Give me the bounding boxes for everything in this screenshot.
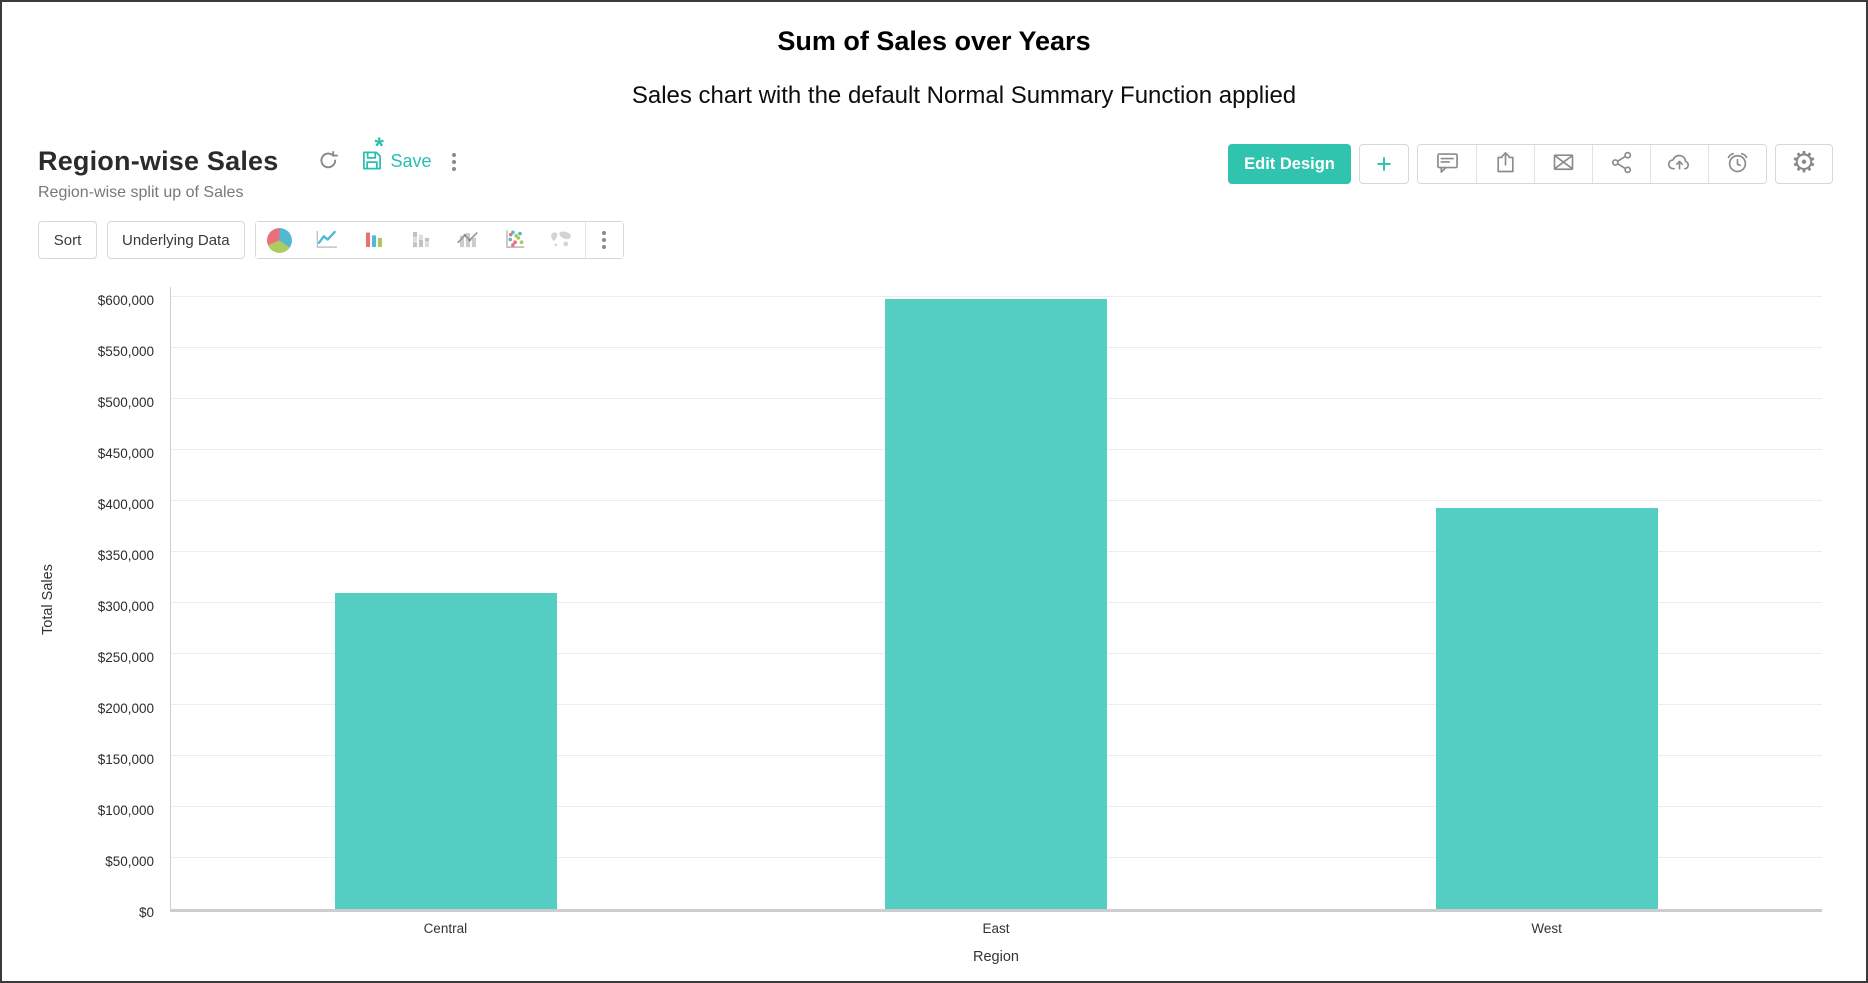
export-icon [1492,149,1519,179]
plot-area [170,287,1822,912]
bar-chart-type-button[interactable] [349,222,397,258]
report-header: Region-wise Sales * [38,135,456,202]
report-title: Region-wise Sales [38,146,279,176]
y-tick-label: $50,000 [105,854,154,869]
bar-slot-west [1272,287,1822,909]
page-subtitle: Sales chart with the default Normal Summ… [631,82,1297,109]
settings-button[interactable]: ⚙ [1775,144,1833,184]
x-axis-title: Region [973,949,1019,965]
scatter-plot-icon [501,226,527,255]
email-button[interactable] [1534,145,1592,183]
underlying-data-button[interactable]: Underlying Data [107,221,245,259]
schedule-button[interactable] [1708,145,1766,183]
header-actions: Edit Design + [1228,144,1833,184]
map-chart-icon [548,226,574,255]
alarm-clock-icon [1724,149,1751,179]
map-chart-type-button[interactable] [537,222,585,258]
x-axis-labels: Central East West [170,921,1822,936]
y-tick-label: $250,000 [97,650,154,665]
unsaved-star-icon: * [374,133,384,160]
page-title: Sum of Sales over Years [777,26,1091,56]
x-tick-label-central: Central [423,921,468,936]
email-icon [1550,149,1577,179]
x-tick-label-east: East [982,921,1010,936]
pie-chart-icon [266,227,292,253]
share-icon [1608,149,1635,179]
y-tick-label: $450,000 [97,446,154,461]
share-actions-group [1417,144,1767,184]
save-label: Save [390,151,432,171]
combo-chart-type-button[interactable] [443,222,491,258]
bar-east[interactable] [885,299,1108,909]
report-more-options-kebab[interactable] [451,152,456,171]
save-button[interactable]: * Save [359,135,432,176]
save-icon [359,147,385,176]
gear-icon: ⚙ [1791,146,1817,179]
cloud-upload-icon [1666,149,1693,179]
y-tick-label: $200,000 [97,701,154,716]
add-button[interactable]: + [1359,144,1409,184]
cloud-upload-button[interactable] [1650,145,1708,183]
chart-toolbar: Sort Underlying Data [38,221,624,259]
bar-slot-central [171,287,721,909]
y-tick-label: $0 [138,905,154,920]
refresh-button[interactable] [316,148,341,176]
bar-slot-east [721,287,1271,909]
y-tick-label: $400,000 [97,497,154,512]
y-tick-label: $550,000 [97,344,154,359]
gridline [171,296,1822,297]
comment-button[interactable] [1418,145,1476,183]
line-chart-icon [313,226,339,255]
line-chart-type-button[interactable] [302,222,350,258]
y-axis-labels: $0 $50,000 $100,000 $150,000 $200,000 $250,00… [2,287,162,920]
bar-chart-icon [360,226,386,255]
sort-button[interactable]: Sort [38,221,97,259]
chart-type-switcher [254,221,624,259]
x-tick-label-west: West [1531,921,1562,936]
edit-design-button[interactable]: Edit Design [1228,144,1351,184]
bar-central[interactable] [335,592,558,909]
y-tick-label: $500,000 [97,395,154,410]
y-tick-label: $100,000 [97,803,154,818]
scatter-plot-type-button[interactable] [490,222,538,258]
y-tick-label: $150,000 [97,752,154,767]
combo-chart-icon [454,226,480,255]
share-button[interactable] [1592,145,1650,183]
y-tick-label: $600,000 [97,293,154,308]
stacked-bar-chart-icon [407,226,433,255]
report-subtitle: Region-wise split up of Sales [38,184,244,201]
more-chart-types-kebab[interactable] [584,222,623,258]
refresh-icon [316,148,341,176]
pie-chart-type-button[interactable] [255,222,303,258]
y-tick-label: $300,000 [97,599,154,614]
y-tick-label: $350,000 [97,548,154,563]
comment-icon [1434,149,1461,179]
stacked-bar-chart-type-button[interactable] [396,222,444,258]
export-button[interactable] [1476,145,1534,183]
bar-west[interactable] [1435,508,1658,909]
